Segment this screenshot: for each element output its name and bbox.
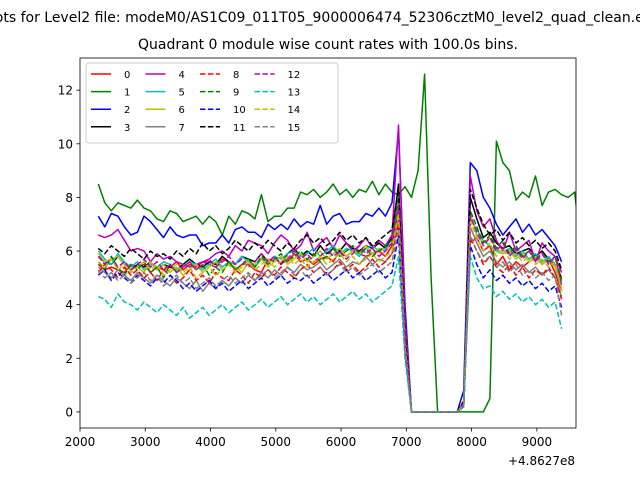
y-tick-label: 2 bbox=[65, 352, 73, 366]
legend-label-0: 0 bbox=[124, 70, 130, 81]
axes-frame bbox=[79, 57, 577, 429]
series-line-11 bbox=[97, 188, 563, 413]
legend-label-9: 9 bbox=[233, 88, 239, 99]
figure-suptitle: Plots for Level2 file: modeM0/AS1C09_011… bbox=[0, 10, 640, 26]
legend-label-6: 6 bbox=[179, 105, 185, 116]
legend-label-14: 14 bbox=[288, 105, 301, 116]
x-tick-label: 4000 bbox=[195, 435, 226, 449]
y-tick-label: 10 bbox=[58, 137, 73, 151]
legend-label-3: 3 bbox=[124, 123, 130, 134]
legend-label-12: 12 bbox=[288, 70, 301, 81]
y-tick-label: 0 bbox=[65, 405, 73, 419]
x-tick-label: 5000 bbox=[261, 435, 292, 449]
series-line-8 bbox=[97, 223, 563, 413]
x-tick-label: 2000 bbox=[65, 435, 96, 449]
y-tick-label: 8 bbox=[65, 191, 73, 205]
legend-label-7: 7 bbox=[179, 123, 185, 134]
legend-label-13: 13 bbox=[288, 88, 301, 99]
series-line-12 bbox=[97, 204, 563, 413]
series-layer bbox=[97, 73, 576, 413]
series-line-14 bbox=[97, 212, 563, 413]
y-tick-label: 6 bbox=[65, 245, 73, 259]
x-tick-label: 9000 bbox=[522, 435, 553, 449]
legend-label-10: 10 bbox=[233, 105, 246, 116]
legend-box bbox=[85, 62, 339, 144]
legend-label-2: 2 bbox=[124, 105, 130, 116]
x-offset-label: +4.8627e8 bbox=[508, 454, 575, 468]
legend-label-1: 1 bbox=[124, 88, 130, 99]
x-tick-label: 3000 bbox=[130, 435, 161, 449]
x-tick-label: 8000 bbox=[456, 435, 487, 449]
series-line-15 bbox=[97, 228, 563, 413]
axes-layer: 2000 3000 4000 5000 6000 7000 8000 900002468101… bbox=[58, 57, 577, 449]
legend-label-15: 15 bbox=[288, 123, 301, 134]
y-tick-label: 12 bbox=[58, 84, 73, 98]
axes-title: Quadrant 0 module wise count rates with … bbox=[138, 37, 518, 53]
series-line-2 bbox=[97, 129, 563, 413]
legend-label-5: 5 bbox=[179, 88, 185, 99]
series-line-1 bbox=[97, 73, 576, 413]
legend-label-8: 8 bbox=[233, 70, 239, 81]
series-line-10 bbox=[97, 234, 563, 413]
legend-label-4: 4 bbox=[179, 70, 185, 81]
y-tick-label: 4 bbox=[65, 298, 73, 312]
series-line-13 bbox=[98, 255, 563, 413]
x-tick-label: 6000 bbox=[326, 435, 357, 449]
legend-label-11: 11 bbox=[233, 123, 246, 134]
x-tick-label: 7000 bbox=[391, 435, 422, 449]
